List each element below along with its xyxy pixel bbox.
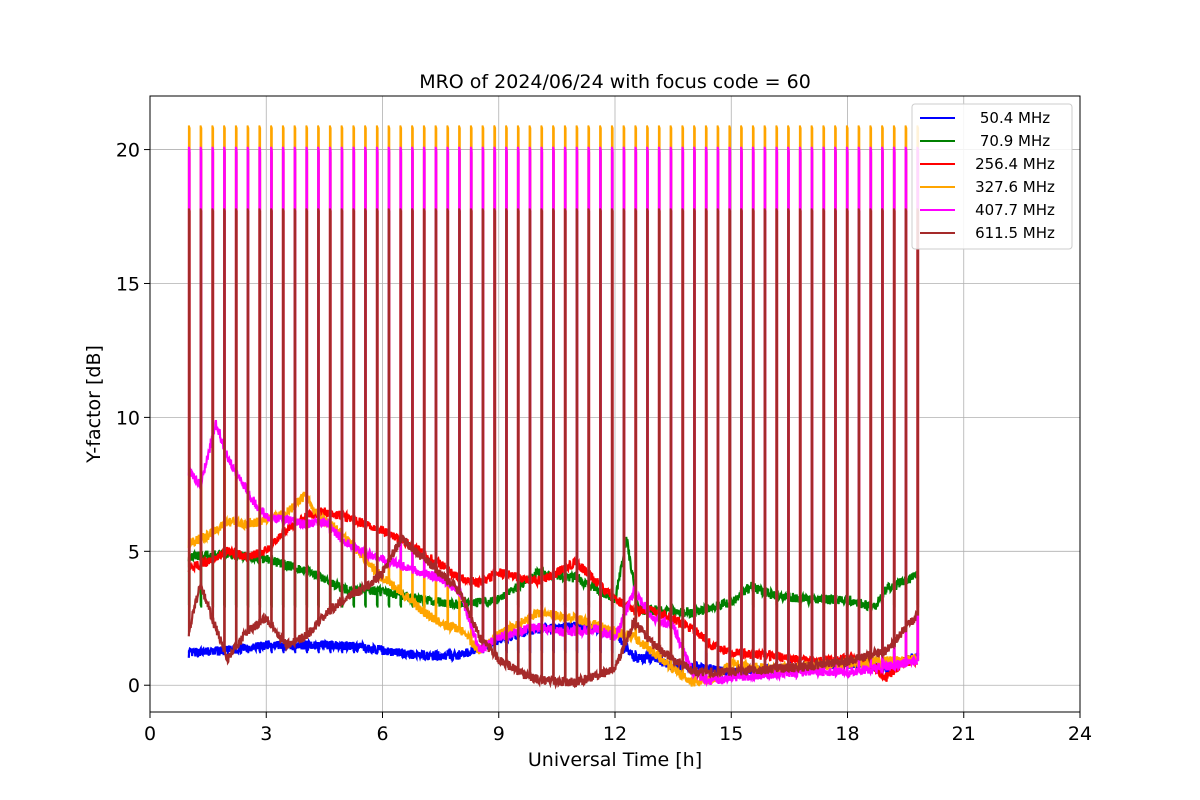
x-tick-label: 12 bbox=[603, 723, 627, 745]
x-tick-label: 6 bbox=[376, 723, 388, 745]
legend-entry: 256.4 MHz bbox=[975, 155, 1055, 173]
y-tick-label: 15 bbox=[116, 273, 140, 295]
series-layer bbox=[187, 125, 920, 690]
x-tick-label: 0 bbox=[144, 723, 156, 745]
x-axis-label: Universal Time [h] bbox=[528, 749, 702, 771]
axis-ticks: 0 3 6 9 12 15 18 21 24 0 5 10 15 20 bbox=[116, 140, 1092, 745]
y-tick-label: 0 bbox=[128, 675, 140, 697]
x-tick-label: 15 bbox=[719, 723, 743, 745]
legend-entry: 407.7 MHz bbox=[975, 201, 1055, 219]
series-pulses bbox=[187, 208, 920, 683]
y-tick-label: 10 bbox=[116, 407, 140, 429]
series-5 bbox=[187, 208, 920, 690]
y-axis-label: Y-factor [dB] bbox=[83, 345, 105, 464]
legend: 50.4 MHz 70.9 MHz 256.4 MHz 327.6 MHz 407.7 … bbox=[911, 103, 1073, 250]
chart-title: MRO of 2024/06/24 with focus code = 60 bbox=[419, 71, 811, 93]
x-tick-label: 18 bbox=[835, 723, 859, 745]
series-pulses bbox=[187, 146, 920, 681]
series-pulses bbox=[187, 125, 920, 683]
x-tick-label: 9 bbox=[493, 723, 505, 745]
x-tick-label: 24 bbox=[1068, 723, 1092, 745]
x-tick-label: 21 bbox=[952, 723, 976, 745]
legend-entry: 70.9 MHz bbox=[980, 132, 1050, 150]
x-tick-label: 3 bbox=[260, 723, 272, 745]
y-tick-label: 20 bbox=[116, 140, 140, 162]
legend-entry: 50.4 MHz bbox=[980, 109, 1050, 127]
y-tick-label: 5 bbox=[128, 541, 140, 563]
legend-entry: 611.5 MHz bbox=[975, 224, 1055, 242]
legend-entry: 327.6 MHz bbox=[975, 178, 1055, 196]
